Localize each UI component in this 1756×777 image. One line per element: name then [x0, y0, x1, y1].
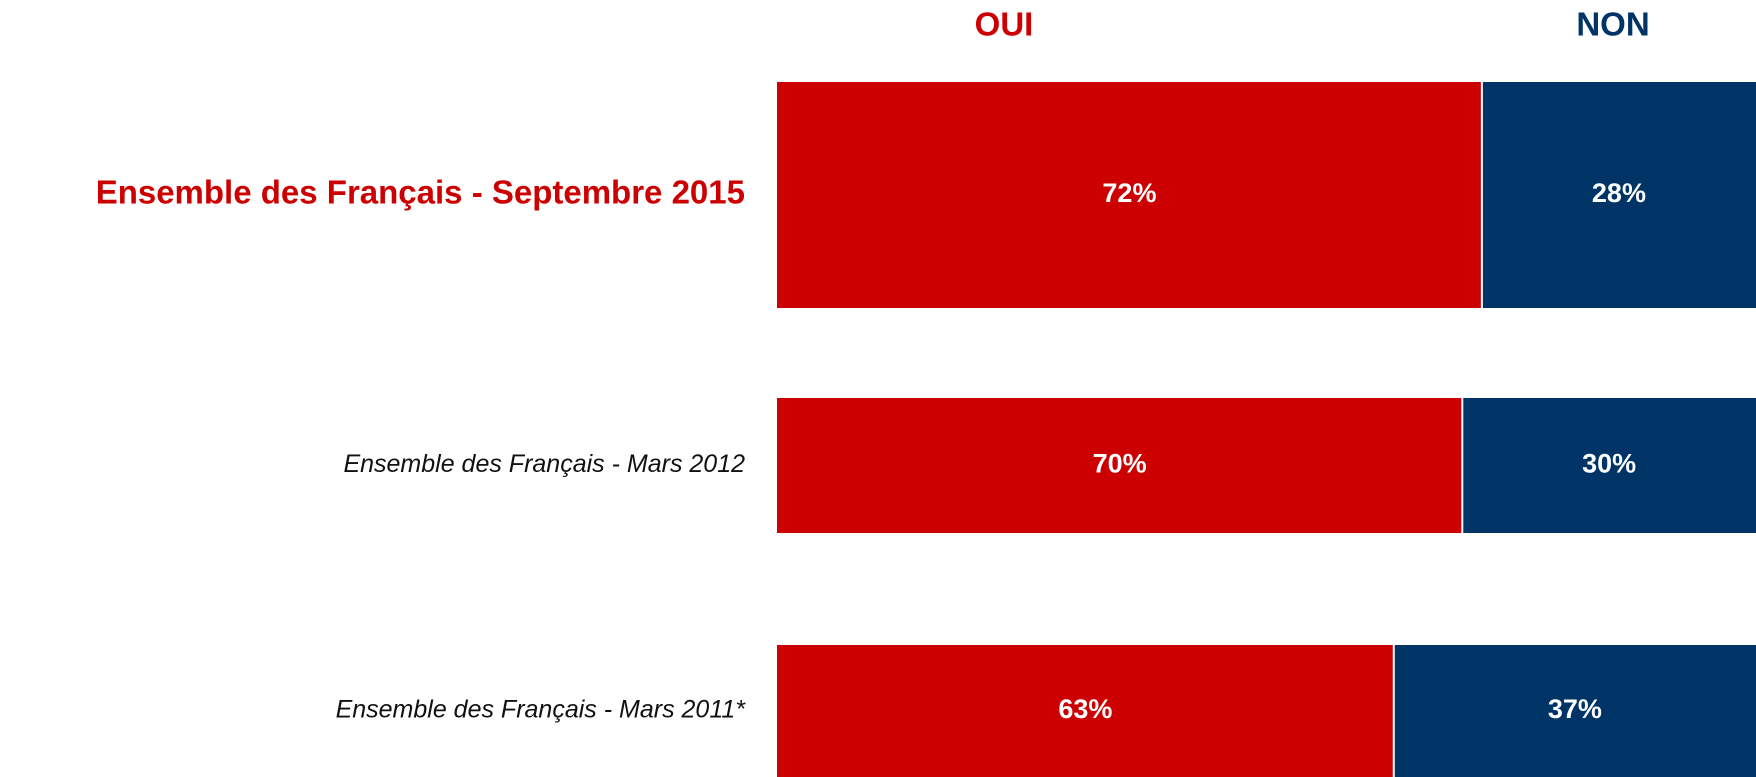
legend-label: OUI	[975, 6, 1034, 43]
category-label: Ensemble des Français - Mars 2011*	[336, 696, 747, 724]
value-label: 70%	[1093, 449, 1147, 479]
value-label: 72%	[1102, 178, 1156, 208]
bar-segment	[1393, 645, 1756, 777]
category-label: Ensemble des Français - Mars 2012	[343, 450, 745, 478]
bar-segment	[777, 398, 1463, 533]
bar-segment	[1481, 82, 1756, 308]
value-label: 28%	[1592, 178, 1646, 208]
bar-segment	[1462, 398, 1756, 533]
category-label: Ensemble des Français - Septembre 2015	[96, 174, 745, 211]
value-label: 37%	[1548, 694, 1602, 724]
bar-segment	[777, 645, 1394, 777]
value-label: 30%	[1582, 449, 1636, 479]
bar-segment	[777, 82, 1482, 308]
legend-label: NON	[1576, 6, 1649, 43]
value-label: 63%	[1058, 694, 1112, 724]
